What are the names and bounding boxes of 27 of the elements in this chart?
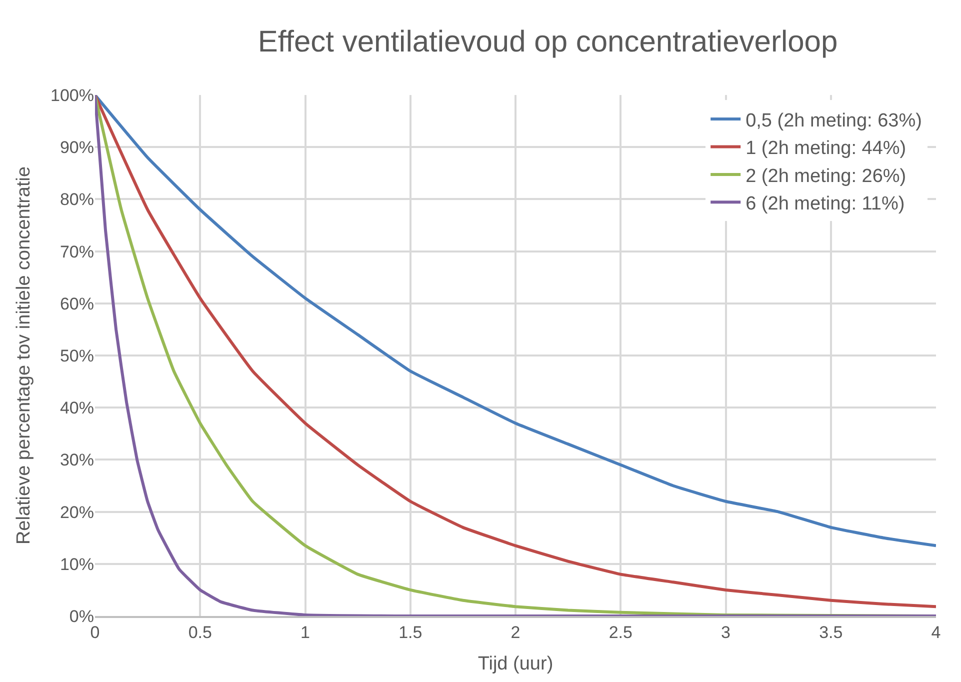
- y-tick-label: 10%: [60, 554, 94, 574]
- x-tick-label: 3.5: [819, 623, 843, 642]
- y-tick-label: 90%: [60, 138, 94, 158]
- x-tick-label: 1.5: [398, 623, 422, 642]
- y-tick-label: 30%: [60, 450, 94, 470]
- legend-label: 0,5 (2h meting: 63%): [746, 110, 922, 132]
- chart-title: Effect ventilatievoud op concentratieverloop: [258, 26, 838, 59]
- x-axis-title: Tijd (uur): [478, 653, 554, 674]
- y-tick-label: 40%: [60, 398, 94, 418]
- x-tick-label: 0.5: [188, 623, 212, 642]
- y-tick-label: 20%: [60, 502, 94, 522]
- x-tick-label: 2: [510, 623, 520, 642]
- y-tick-label: 50%: [60, 346, 94, 366]
- x-tick-label: 2.5: [608, 623, 632, 642]
- y-tick-label: 60%: [60, 294, 94, 314]
- x-tick-label: 4: [931, 623, 941, 642]
- y-axis-title: Relatieve percentage tov initiele concentratie: [13, 166, 34, 545]
- y-tick-label: 70%: [60, 242, 94, 262]
- legend-label: 6 (2h meting: 11%): [746, 194, 905, 215]
- y-tick-label: 80%: [60, 190, 94, 210]
- legend-label: 1 (2h meting: 44%): [746, 138, 906, 160]
- legend-label: 2 (2h meting: 26%): [746, 166, 906, 187]
- x-tick-label: 3: [721, 623, 730, 642]
- x-tick-label: 1: [300, 623, 310, 642]
- y-tick-label: 0%: [69, 606, 94, 626]
- y-tick-label: 100%: [50, 86, 94, 105]
- x-tick-label: 0: [90, 623, 100, 642]
